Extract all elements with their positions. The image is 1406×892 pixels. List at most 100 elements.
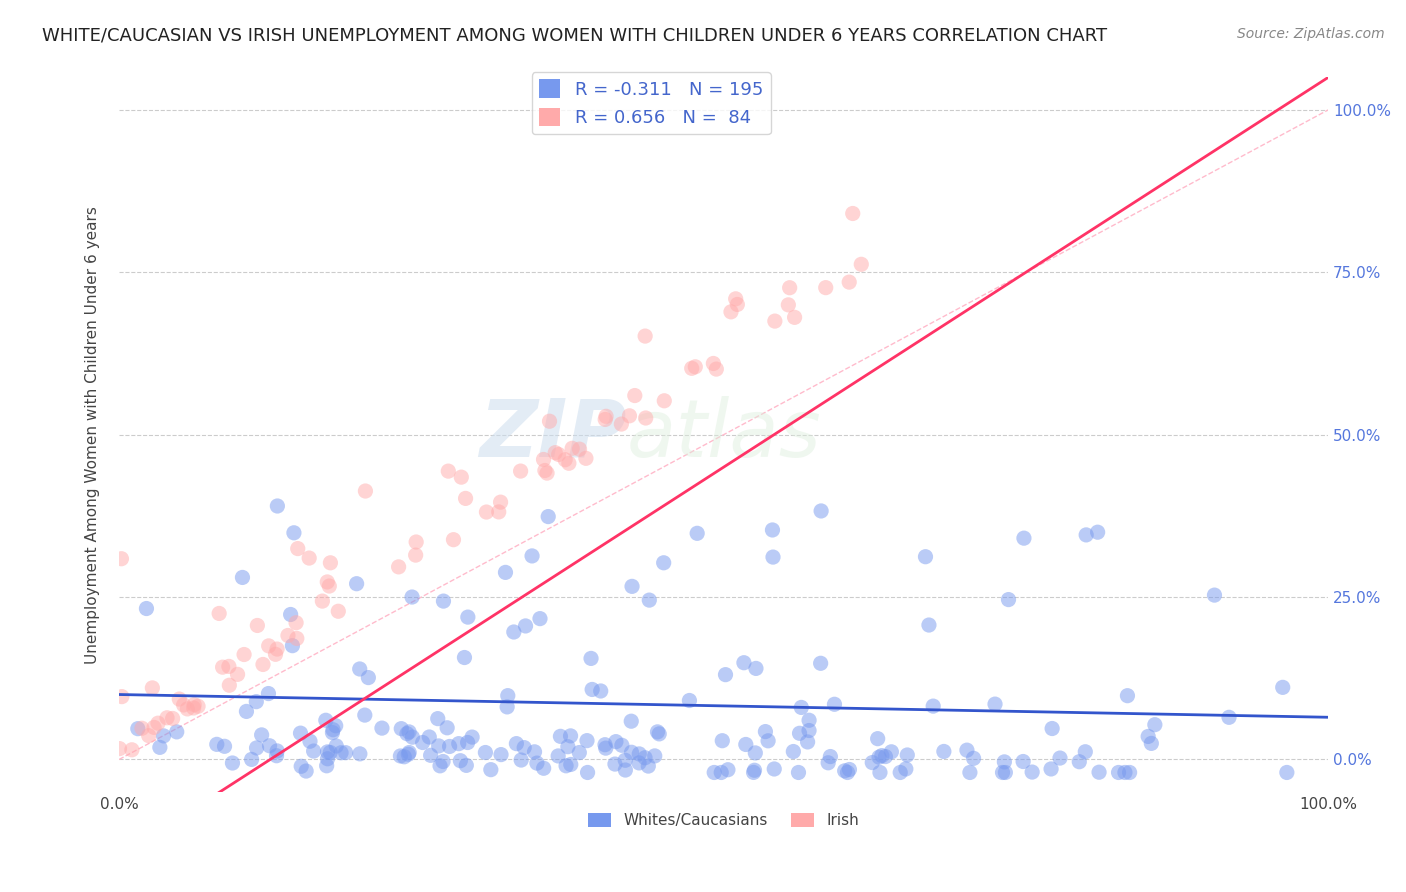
Point (868, 750, 890, 764)
Point (110, 551, 132, 566)
Point (108, 741, 131, 756)
Point (277, 628, 299, 642)
Point (187, 699, 209, 714)
Point (298, 734, 321, 748)
Point (714, 667, 737, 681)
Point (997, 592, 1019, 607)
Point (208, 607, 231, 621)
Point (231, 570, 253, 584)
Point (328, 604, 350, 618)
Text: Source: ZipAtlas.com: Source: ZipAtlas.com (1237, 27, 1385, 41)
Point (623, 388, 645, 402)
Point (547, 448, 569, 462)
Point (820, 749, 842, 764)
Point (637, 759, 659, 773)
Point (316, 745, 339, 759)
Point (614, 763, 637, 777)
Point (427, 739, 450, 753)
Point (489, 495, 512, 509)
Point (285, 615, 308, 630)
Point (321, 725, 343, 739)
Point (456, 758, 478, 772)
Point (837, 765, 859, 780)
Point (436, 721, 458, 735)
Point (290, 759, 312, 773)
Point (218, 678, 240, 692)
Point (1271, 681, 1294, 695)
Point (576, 765, 599, 780)
Point (474, 746, 496, 760)
Point (496, 689, 519, 703)
Point (610, 417, 633, 431)
Point (581, 682, 603, 697)
Point (166, 724, 188, 739)
Point (214, 739, 236, 754)
Point (756, 734, 779, 748)
Point (266, 499, 288, 513)
Point (956, 743, 979, 757)
Point (146, 716, 169, 731)
Point (523, 745, 546, 759)
Point (754, 724, 776, 739)
Point (405, 548, 427, 562)
Point (634, 329, 657, 343)
Point (488, 505, 510, 519)
Point (896, 747, 918, 762)
Point (505, 737, 527, 751)
Point (325, 739, 347, 753)
Point (226, 667, 249, 681)
Point (704, 362, 727, 376)
Point (634, 750, 657, 764)
Legend: Whites/Caucasians, Irish: Whites/Caucasians, Irish (582, 807, 865, 834)
Point (398, 746, 420, 760)
Y-axis label: Unemployment Among Women with Children Under 6 years: Unemployment Among Women with Children U… (86, 206, 100, 664)
Point (745, 661, 768, 675)
Point (418, 730, 440, 744)
Point (593, 738, 616, 752)
Point (252, 657, 274, 672)
Point (638, 593, 661, 607)
Point (401, 730, 423, 744)
Point (702, 356, 724, 370)
Point (652, 556, 675, 570)
Point (529, 612, 551, 626)
Point (575, 451, 598, 466)
Point (959, 765, 981, 780)
Point (257, 639, 280, 653)
Point (561, 442, 583, 456)
Point (1040, 722, 1063, 736)
Point (547, 748, 569, 763)
Point (797, 713, 820, 727)
Point (610, 739, 633, 753)
Point (733, 656, 755, 670)
Point (555, 758, 578, 772)
Point (851, 257, 873, 271)
Point (763, 314, 786, 328)
Point (295, 764, 318, 778)
Point (111, 690, 134, 704)
Point (789, 726, 811, 740)
Point (454, 491, 477, 506)
Point (880, 745, 903, 759)
Point (717, 763, 740, 777)
Point (1040, 762, 1063, 776)
Point (510, 753, 533, 767)
Point (620, 714, 643, 729)
Point (432, 594, 454, 608)
Point (742, 765, 765, 780)
Point (778, 298, 800, 312)
Point (283, 525, 305, 540)
Point (281, 639, 304, 653)
Point (810, 657, 832, 671)
Point (550, 730, 572, 744)
Point (1021, 765, 1043, 780)
Point (619, 409, 641, 423)
Point (558, 456, 581, 470)
Point (502, 625, 524, 640)
Point (1076, 528, 1098, 542)
Point (744, 746, 766, 760)
Point (298, 551, 321, 566)
Text: WHITE/CAUCASIAN VS IRISH UNEMPLOYMENT AMONG WOMEN WITH CHILDREN UNDER 6 YEARS CO: WHITE/CAUCASIAN VS IRISH UNEMPLOYMENT AM… (42, 27, 1108, 45)
Point (143, 720, 166, 734)
Point (783, 310, 806, 325)
